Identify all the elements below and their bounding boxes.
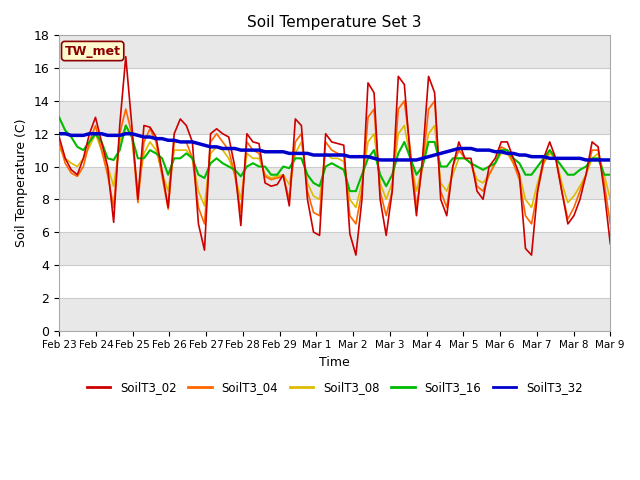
Legend: SoilT3_02, SoilT3_04, SoilT3_08, SoilT3_16, SoilT3_32: SoilT3_02, SoilT3_04, SoilT3_08, SoilT3_… bbox=[82, 376, 588, 398]
Y-axis label: Soil Temperature (C): Soil Temperature (C) bbox=[15, 119, 28, 247]
Bar bbox=[59, 232, 611, 265]
Bar bbox=[59, 36, 611, 68]
Bar bbox=[59, 101, 611, 134]
Text: TW_met: TW_met bbox=[65, 45, 121, 58]
Bar bbox=[59, 167, 611, 199]
Bar bbox=[59, 298, 611, 331]
X-axis label: Time: Time bbox=[319, 356, 350, 369]
Title: Soil Temperature Set 3: Soil Temperature Set 3 bbox=[248, 15, 422, 30]
